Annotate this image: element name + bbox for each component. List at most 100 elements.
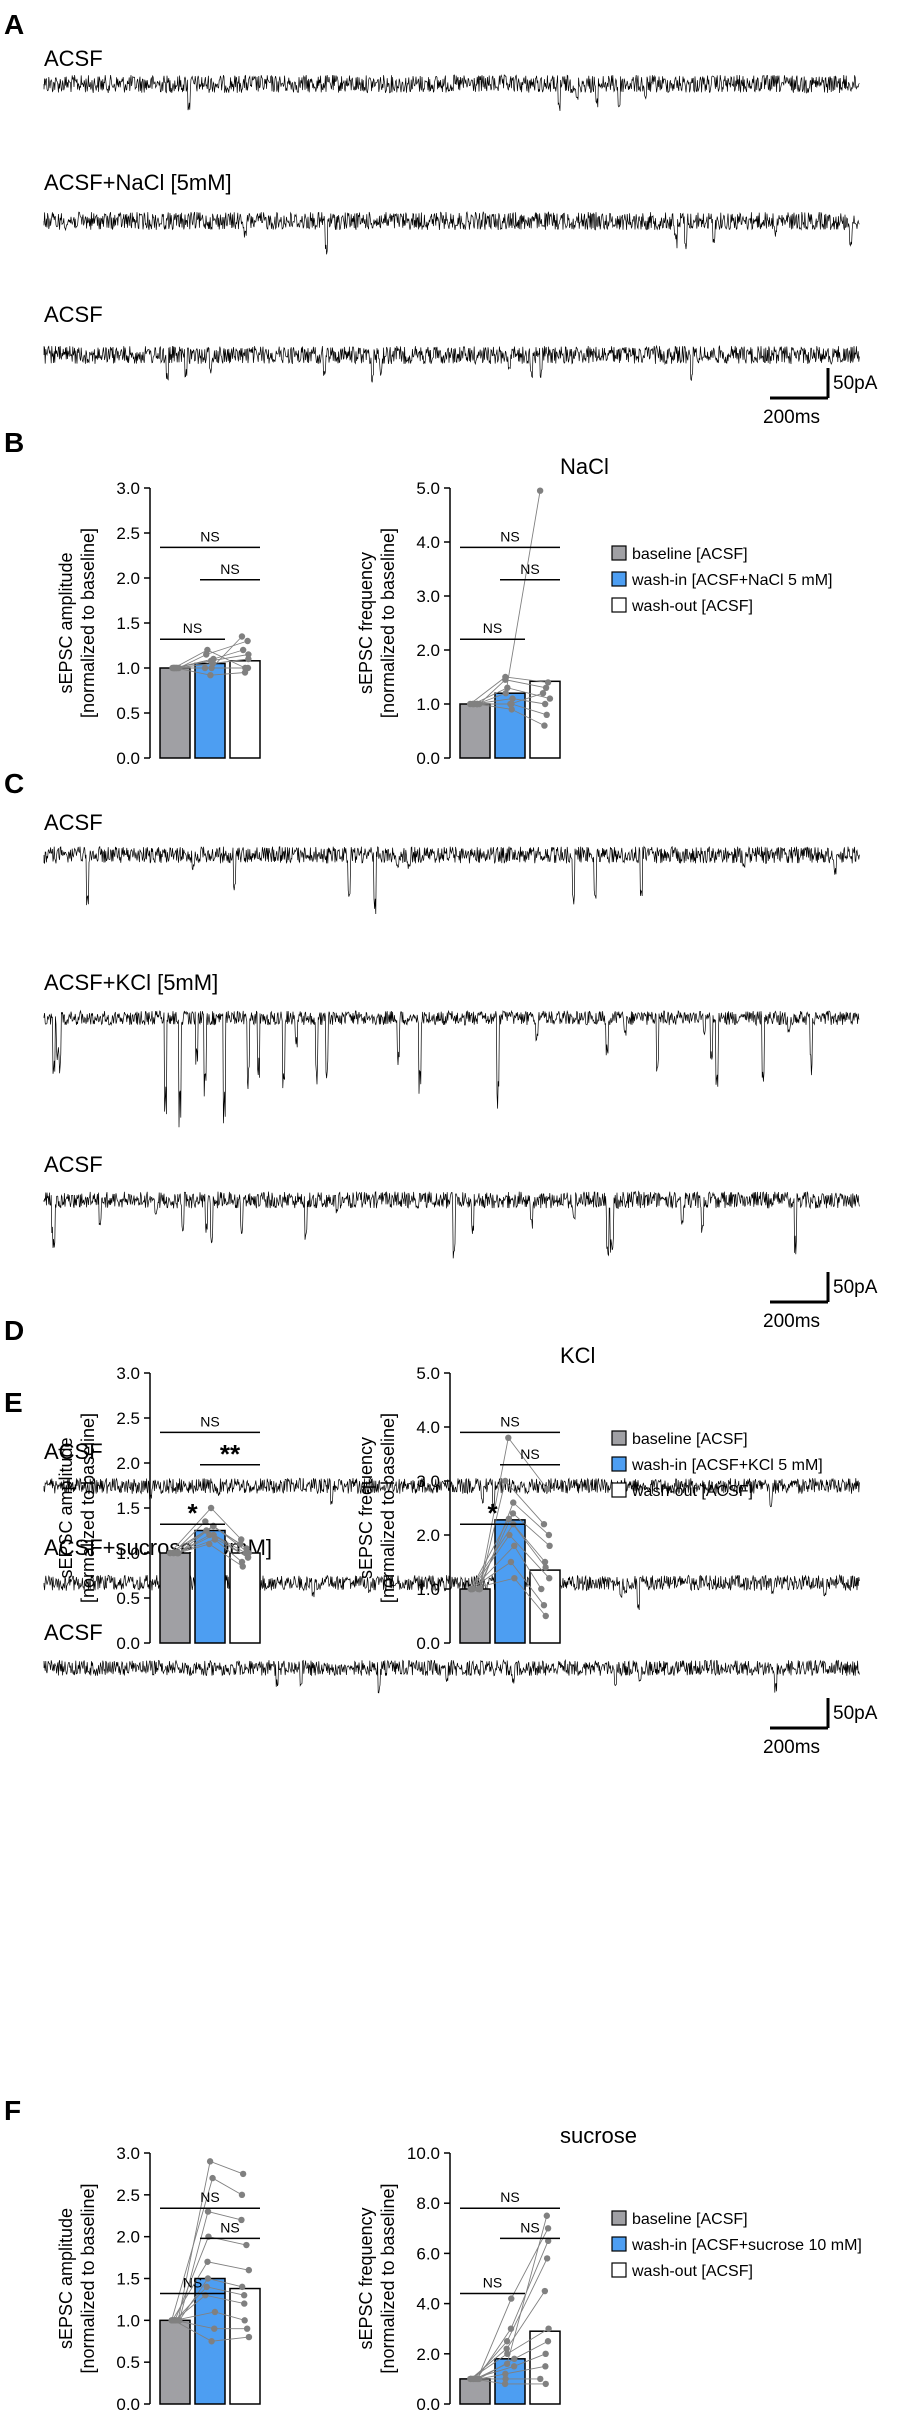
trace-A-3: [43, 344, 860, 383]
y-tick-label: 1.0: [416, 1580, 440, 1599]
bar-washin: [194, 662, 226, 759]
y-tick-label: 2.0: [116, 569, 140, 588]
legend-swatch: [611, 597, 627, 613]
data-point: [207, 672, 214, 679]
y-tick-label: 0.0: [116, 749, 140, 768]
data-point: [544, 679, 552, 686]
data-point: [537, 2375, 544, 2383]
subject-line: [477, 490, 541, 705]
y-tick-label: 2.5: [116, 524, 140, 543]
data-point: [545, 1531, 553, 1539]
data-point: [504, 684, 511, 691]
legend-swatch: [611, 571, 627, 587]
panel-letter-A: A: [4, 9, 24, 40]
y-tick-label: 2.0: [116, 1454, 140, 1473]
trace-label: ACSF: [44, 1620, 103, 1645]
y-tick-label: 0.0: [416, 1634, 440, 1653]
data-point: [207, 657, 215, 664]
data-point: [543, 711, 550, 718]
significance-label: NS: [220, 561, 239, 577]
y-tick-label: 8.0: [416, 2194, 440, 2213]
scalebar-time-label: 200ms: [763, 1311, 820, 1332]
y-tick-label: 4.0: [416, 2295, 440, 2314]
y-tick-label: 1.5: [116, 1499, 140, 1518]
data-point: [210, 1531, 217, 1539]
y-tick-label: 0.5: [116, 2353, 140, 2372]
data-point: [202, 1518, 209, 1525]
significance-label: NS: [500, 1413, 519, 1429]
y-axis-label: sEPSC amplitude: [56, 2208, 76, 2349]
data-point: [503, 2345, 510, 2352]
significance-label: NS: [183, 620, 202, 636]
y-tick-label: 5.0: [416, 1364, 440, 1383]
data-point: [238, 633, 246, 640]
data-point: [476, 1585, 483, 1593]
y-tick-label: 3.0: [116, 2144, 140, 2163]
data-point: [472, 2375, 479, 2383]
significance-label: NS: [220, 2219, 239, 2235]
y-axis-label: [normalized to baseline]: [378, 2183, 398, 2373]
y-tick-label: 3.0: [116, 1364, 140, 1383]
y-axis-label: sEPSC frequency: [356, 1437, 376, 1579]
data-point: [244, 637, 251, 645]
data-point: [536, 487, 544, 494]
data-point: [502, 1477, 509, 1485]
y-tick-label: 0.0: [116, 1634, 140, 1653]
y-axis-label: sEPSC frequency: [356, 552, 376, 694]
trace-A-2: [43, 211, 860, 255]
data-point: [542, 684, 550, 691]
trace-E-3: [43, 1658, 860, 1694]
legend-label: baseline [ACSF]: [632, 1431, 748, 1448]
data-point: [501, 2380, 509, 2388]
y-axis-label: [normalized to baseline]: [378, 1413, 398, 1603]
data-point: [544, 1485, 551, 1493]
panel-title: KCl: [560, 1343, 595, 1368]
data-point: [245, 655, 252, 663]
data-point: [243, 2325, 251, 2332]
significance-label: NS: [483, 2275, 502, 2291]
y-tick-label: 0.0: [416, 749, 440, 768]
data-point: [542, 2350, 549, 2357]
bar-washout: [229, 660, 261, 759]
significance-label: *: [187, 1498, 198, 1528]
bar-washout: [229, 2287, 261, 2405]
y-tick-label: 1.0: [116, 1544, 140, 1563]
y-tick-label: 1.0: [116, 659, 140, 678]
data-point: [241, 2317, 248, 2324]
trace-label: ACSF: [44, 810, 103, 835]
significance-label: NS: [500, 2189, 519, 2205]
data-point: [546, 1575, 553, 1582]
data-point: [503, 2360, 511, 2368]
data-point: [540, 1521, 548, 1528]
data-point: [543, 2255, 551, 2262]
data-point: [538, 1585, 545, 1593]
data-point: [238, 1558, 246, 1566]
y-axis-label: [normalized to baseline]: [78, 2183, 98, 2373]
data-point: [503, 2338, 511, 2345]
trace-label: ACSF+NaCl [5mM]: [44, 170, 232, 195]
y-tick-label: 6.0: [416, 2244, 440, 2263]
trace-A-1: [43, 74, 860, 111]
bar-baseline: [459, 1588, 491, 1644]
legend-swatch: [611, 545, 627, 561]
significance-label: **: [220, 1439, 241, 1469]
data-point: [243, 2241, 250, 2249]
legend-label: wash-in [ACSF+NaCl 5 mM]: [631, 572, 833, 589]
data-point: [238, 1536, 245, 1543]
data-point: [204, 2208, 212, 2215]
significance-label: NS: [520, 561, 539, 577]
data-point: [509, 695, 516, 702]
y-axis-label: sEPSC amplitude: [56, 1437, 76, 1578]
bar-washin: [194, 1529, 226, 1644]
data-point: [241, 2300, 248, 2307]
data-point: [209, 2174, 216, 2182]
y-tick-label: 0.0: [416, 2395, 440, 2414]
scalebar-time-label: 200ms: [763, 1737, 820, 1758]
data-point: [546, 1542, 553, 1550]
legend-label: wash-out [ACSF]: [631, 1483, 753, 1500]
y-tick-label: 2.5: [116, 2186, 140, 2205]
trace-C-1: [43, 845, 860, 915]
panel-letter-B: B: [4, 427, 24, 458]
trace-label: ACSF: [44, 302, 103, 327]
